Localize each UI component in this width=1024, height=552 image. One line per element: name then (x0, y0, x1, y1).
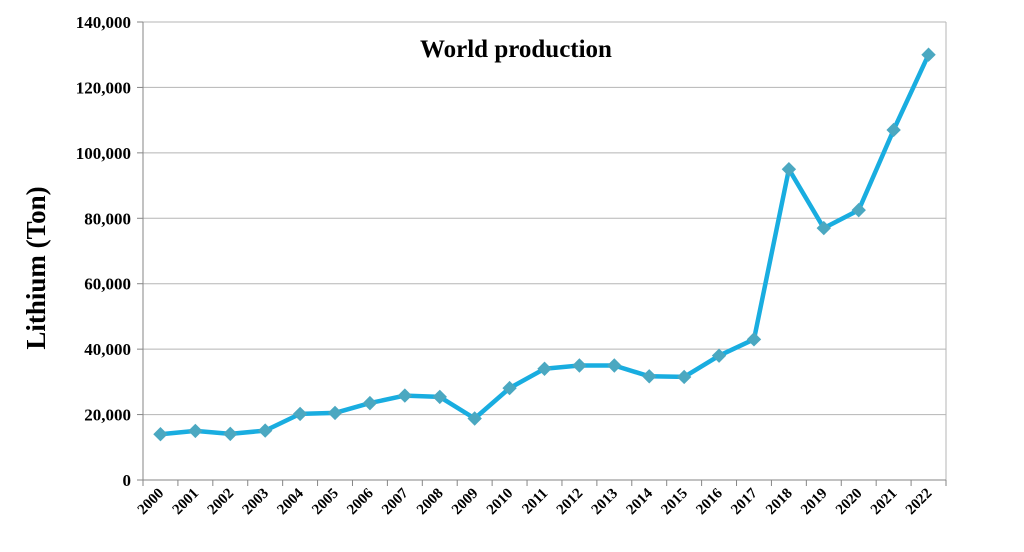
y-axis-label: Lithium (Ton) (21, 186, 51, 349)
x-tick-label: 2013 (589, 486, 622, 519)
x-tick-label: 2003 (239, 486, 272, 519)
x-tick-label: 2004 (274, 485, 307, 518)
data-point-marker (746, 332, 762, 347)
data-point-marker (467, 411, 482, 426)
x-tick-label: 2008 (414, 486, 447, 519)
x-tick-label: 2020 (833, 486, 866, 519)
x-tick-label: 2000 (135, 486, 168, 519)
x-tick-label: 2006 (344, 485, 377, 518)
data-point-marker (711, 348, 727, 363)
y-tick-label: 60,000 (84, 275, 131, 294)
data-point-marker (572, 358, 587, 373)
data-point-marker (607, 358, 622, 373)
y-tick-label: 120,000 (76, 78, 131, 97)
data-point-marker (397, 388, 413, 403)
data-point-marker (188, 423, 203, 439)
data-point-marker (642, 369, 657, 384)
y-tick-label: 140,000 (76, 13, 131, 32)
x-tick-label: 2011 (519, 486, 551, 518)
data-point-marker (292, 406, 308, 422)
data-point-marker (676, 369, 692, 385)
data-markers (153, 47, 936, 442)
data-point-marker (781, 162, 797, 177)
x-tick-label: 2017 (728, 485, 761, 518)
x-tick-label: 2010 (484, 486, 517, 519)
y-tick-label: 40,000 (84, 340, 131, 359)
series-line-lithium (158, 52, 931, 437)
axes (142, 22, 947, 486)
y-tick-label: 20,000 (84, 406, 131, 425)
y-tick-label: 80,000 (84, 209, 131, 228)
x-tick-label: 2018 (763, 486, 796, 519)
data-point-marker (432, 389, 447, 405)
data-point-marker (362, 395, 378, 411)
y-tick-label: 0 (123, 471, 132, 490)
data-point-marker (886, 122, 901, 138)
x-tick-label: 2016 (693, 485, 726, 518)
data-point-marker (851, 202, 866, 218)
data-point-marker (921, 47, 936, 62)
x-tick-label: 2015 (658, 486, 691, 519)
data-point-marker (502, 380, 517, 396)
x-tick-label: 2012 (554, 486, 587, 519)
data-point-marker (327, 405, 343, 421)
x-tick-label: 2002 (205, 486, 238, 519)
x-tick-label: 2019 (798, 486, 831, 519)
x-tick-label: 2009 (449, 486, 482, 519)
x-tick-label: 2021 (868, 486, 901, 519)
x-tick-label: 2001 (170, 486, 203, 519)
data-point-marker (223, 426, 238, 442)
x-tick-labels: 2000 2001 2002 2003 2004 2005 2006 2007 2008 2009… (135, 485, 936, 518)
y-tick-label: 100,000 (76, 144, 131, 163)
y-tick-labels: 0 20,000 40,000 60,000 80,000 100,000 120,000 1… (76, 13, 131, 490)
data-point-marker (153, 426, 168, 442)
data-point-marker (257, 423, 273, 438)
x-tick-label: 2005 (309, 486, 342, 519)
x-tick-label: 2022 (903, 486, 936, 519)
x-tick-label: 2007 (379, 485, 412, 518)
data-point-marker (816, 220, 832, 236)
chart-title: World production (420, 36, 612, 63)
x-tick-label: 2014 (624, 485, 657, 518)
gridlines (137, 21, 946, 481)
data-point-marker (537, 361, 552, 376)
